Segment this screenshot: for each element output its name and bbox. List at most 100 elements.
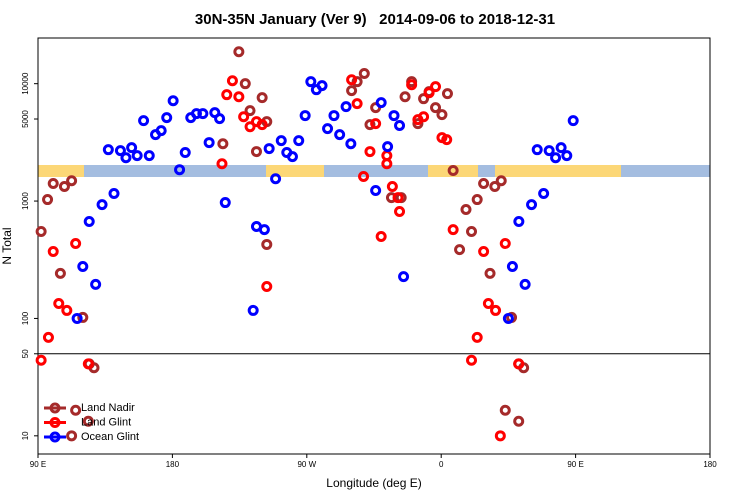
x-tick-label: 0 bbox=[439, 460, 444, 469]
marker bbox=[436, 109, 448, 121]
marker bbox=[216, 158, 228, 170]
marker bbox=[71, 312, 83, 324]
marker bbox=[256, 92, 268, 104]
marker bbox=[484, 267, 496, 279]
marker bbox=[179, 147, 191, 159]
marker bbox=[42, 194, 54, 206]
legend-marker bbox=[49, 417, 61, 428]
x-tick-label: 90 W bbox=[297, 460, 316, 469]
marker bbox=[499, 404, 511, 416]
marker bbox=[286, 151, 298, 163]
x-tick-label: 180 bbox=[166, 460, 180, 469]
marker bbox=[233, 46, 245, 58]
marker bbox=[47, 245, 59, 257]
marker bbox=[275, 135, 287, 147]
marker bbox=[370, 185, 382, 197]
marker bbox=[174, 164, 186, 176]
marker bbox=[418, 111, 430, 123]
marker bbox=[466, 226, 478, 238]
legend-marker bbox=[49, 431, 61, 443]
marker bbox=[155, 125, 167, 137]
marker bbox=[247, 304, 259, 316]
marker bbox=[82, 415, 94, 427]
marker bbox=[406, 79, 418, 91]
legend-label: Land Nadir bbox=[81, 402, 135, 414]
y-axis-label: N Total bbox=[0, 227, 14, 264]
marker bbox=[471, 194, 483, 206]
marker bbox=[102, 144, 114, 156]
marker bbox=[471, 331, 483, 343]
marker bbox=[203, 137, 215, 149]
marker bbox=[392, 192, 404, 204]
marker bbox=[555, 142, 567, 154]
marker bbox=[412, 118, 424, 130]
marker bbox=[138, 115, 150, 127]
marker bbox=[77, 261, 89, 273]
marker bbox=[543, 145, 555, 157]
marker bbox=[83, 215, 95, 227]
marker bbox=[538, 187, 550, 199]
marker bbox=[35, 354, 47, 366]
marker bbox=[42, 331, 54, 343]
marker bbox=[305, 76, 317, 88]
legend: Land Nadir Land Glint Ocean Glint bbox=[44, 402, 139, 443]
marker bbox=[61, 304, 73, 316]
chart-title: 30N-35N January (Ver 9) 2014-09-06 to 20… bbox=[195, 11, 555, 28]
marker bbox=[460, 204, 472, 216]
marker bbox=[346, 74, 358, 86]
marker bbox=[430, 81, 442, 93]
x-tick-label: 90 E bbox=[567, 460, 583, 469]
y-tick-label: 10000 bbox=[21, 72, 30, 95]
marker bbox=[351, 98, 363, 110]
marker bbox=[167, 95, 179, 107]
marker bbox=[340, 101, 352, 113]
marker bbox=[131, 150, 143, 162]
marker bbox=[519, 278, 531, 290]
marker bbox=[214, 113, 226, 125]
y-tick-label: 50 bbox=[21, 349, 30, 358]
marker bbox=[161, 112, 173, 124]
y-tick-label: 100 bbox=[21, 311, 30, 325]
marker bbox=[270, 173, 282, 185]
marker bbox=[261, 281, 273, 293]
marker bbox=[489, 181, 501, 193]
marker bbox=[398, 271, 410, 283]
y-tick-label: 5000 bbox=[21, 110, 30, 128]
marker bbox=[358, 68, 370, 80]
marker bbox=[526, 199, 538, 211]
marker bbox=[58, 181, 70, 193]
marker bbox=[550, 152, 562, 164]
marker bbox=[388, 110, 400, 122]
marker bbox=[386, 181, 398, 193]
x-axis-label: Longitude (deg E) bbox=[326, 476, 421, 490]
marker bbox=[70, 237, 82, 249]
marker bbox=[513, 358, 525, 370]
marker bbox=[513, 415, 525, 427]
marker bbox=[394, 205, 406, 217]
marker bbox=[250, 146, 262, 158]
marker bbox=[375, 97, 387, 109]
x-tick-label: 90 E bbox=[30, 460, 46, 469]
marker bbox=[490, 304, 502, 316]
marker bbox=[238, 111, 250, 123]
marker bbox=[328, 110, 340, 122]
marker bbox=[345, 138, 357, 150]
marker bbox=[561, 150, 573, 162]
plot-frame bbox=[37, 37, 711, 455]
marker bbox=[499, 237, 511, 249]
marker bbox=[53, 298, 65, 310]
marker bbox=[482, 298, 494, 310]
marker bbox=[197, 108, 209, 120]
marker bbox=[114, 145, 126, 157]
marker bbox=[358, 170, 370, 182]
marker bbox=[66, 430, 78, 442]
marker bbox=[143, 150, 155, 162]
land-ocean-strip bbox=[38, 165, 710, 177]
marker bbox=[478, 178, 490, 190]
marker bbox=[478, 245, 490, 257]
marker bbox=[334, 129, 346, 141]
marker bbox=[513, 215, 525, 227]
marker bbox=[322, 123, 334, 135]
marker bbox=[316, 80, 328, 92]
